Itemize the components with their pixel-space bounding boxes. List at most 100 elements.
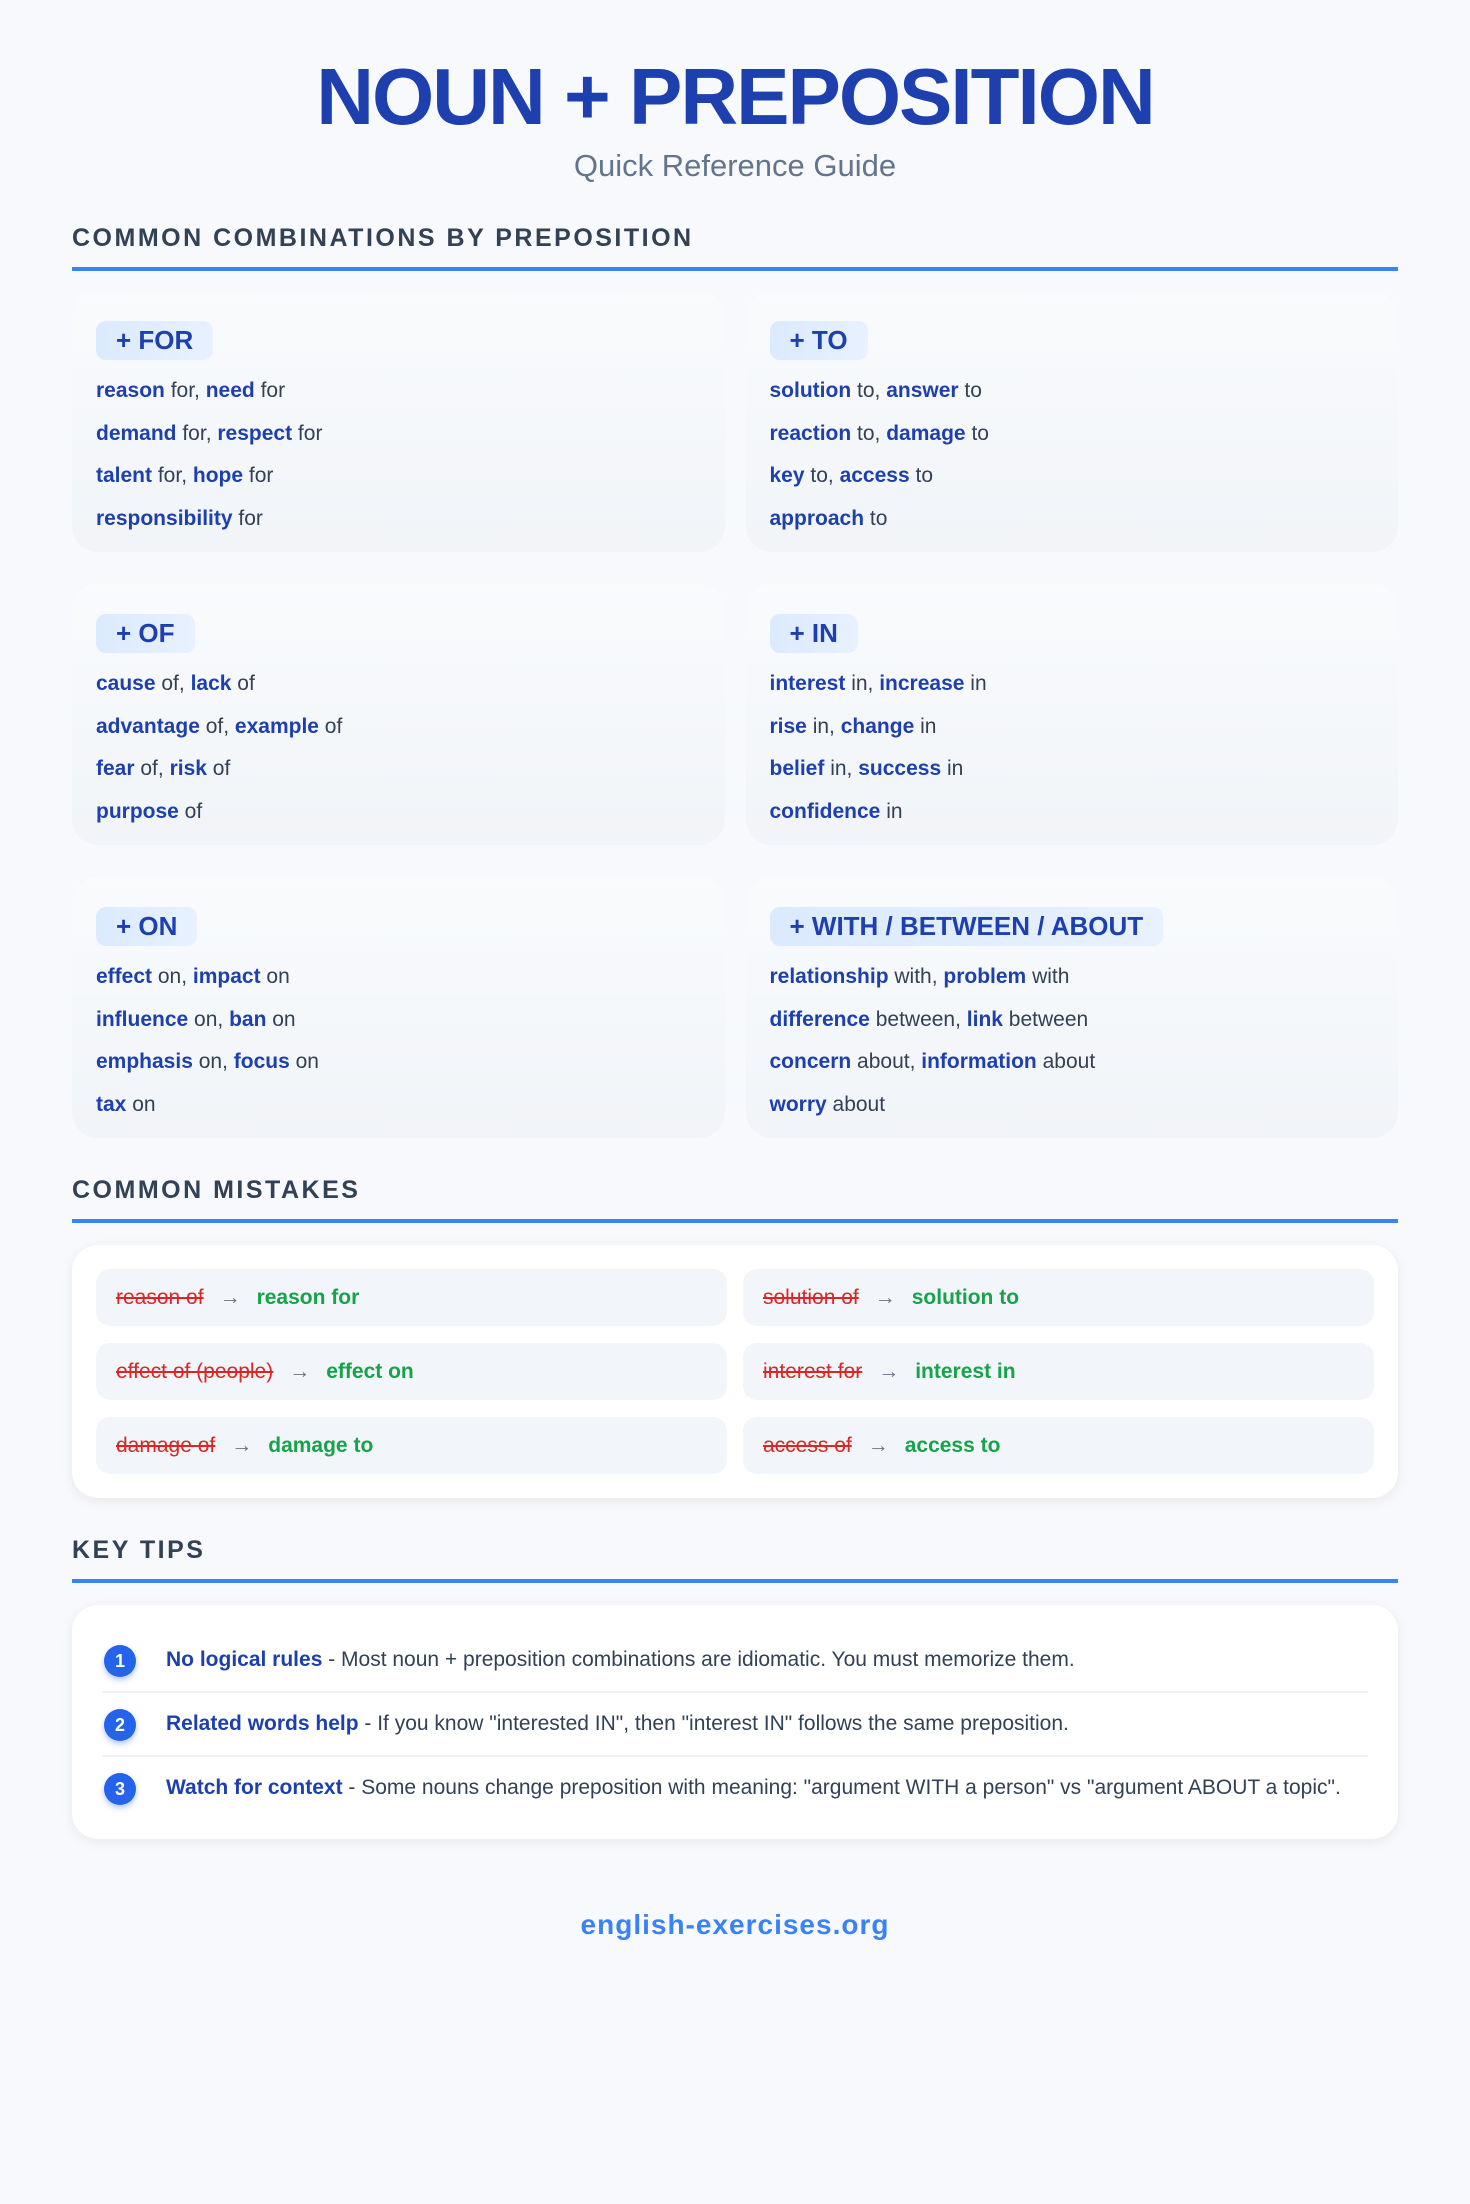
noun: link xyxy=(966,1007,1003,1031)
preposition-text: for, xyxy=(176,421,218,445)
preposition-text: on, xyxy=(192,1050,234,1073)
combination-line: rise in, change in xyxy=(770,706,1375,749)
wrong-usage: interest for xyxy=(763,1359,863,1383)
combination-line: key to, access to xyxy=(770,455,1375,498)
correct-usage: effect on xyxy=(326,1359,414,1383)
noun: lack xyxy=(190,672,232,695)
combination-line: cause of, lack of xyxy=(96,663,701,706)
tip-body: - Some nouns change preposition with mea… xyxy=(342,1776,1341,1799)
preposition-card: + WITH / BETWEEN / ABOUT relationship wit… xyxy=(745,877,1398,1138)
preposition-text: in, xyxy=(845,672,880,695)
tip-item: 2 Related words help - If you know "inter… xyxy=(102,1693,1368,1757)
combination-line: fear of, risk of xyxy=(96,748,701,791)
combination-line: tax on xyxy=(96,1084,701,1127)
combination-line: concern about, information about xyxy=(770,1041,1375,1084)
tip-text: Watch for context - Some nouns change pr… xyxy=(166,1771,1341,1804)
noun: approach xyxy=(769,506,865,530)
combination-line: talent for, hope for xyxy=(96,455,701,498)
preposition-badge: + ON xyxy=(96,907,198,946)
preposition-text: for, xyxy=(164,379,206,402)
preposition-badge: + WITH / BETWEEN / ABOUT xyxy=(769,907,1164,946)
combination-line: reaction to, damage to xyxy=(770,413,1375,456)
preposition-text: of, xyxy=(134,757,170,780)
wrong-usage: reason of xyxy=(116,1285,204,1309)
noun: reason xyxy=(96,379,165,402)
preposition-text: on xyxy=(126,1092,156,1116)
preposition-text: to, xyxy=(851,379,887,402)
preposition-card: + FOR reason for, need for demand for, res… xyxy=(72,291,725,552)
tip-text: No logical rules - Most noun + prepositi… xyxy=(166,1643,1075,1676)
arrow-icon: → xyxy=(289,1359,311,1383)
tip-title: No logical rules xyxy=(166,1648,323,1671)
noun: influence xyxy=(96,1007,189,1031)
arrow-icon: → xyxy=(231,1433,253,1457)
preposition-text: to, xyxy=(804,464,840,487)
combination-line: solution to, answer to xyxy=(770,370,1375,413)
preposition-text: in, xyxy=(824,757,859,780)
combination-line: relationship with, problem with xyxy=(770,956,1375,999)
tip-text: Related words help - If you know "intere… xyxy=(166,1707,1069,1740)
combination-line: responsibility for xyxy=(96,498,701,541)
tip-number-badge: 2 xyxy=(104,1709,136,1741)
noun: responsibility xyxy=(96,506,233,530)
wrong-usage: effect of (people) xyxy=(116,1359,274,1383)
preposition-text: on xyxy=(260,965,290,988)
preposition-text: to xyxy=(909,464,934,487)
combination-line: effect on, impact on xyxy=(96,956,701,999)
noun: focus xyxy=(233,1050,290,1073)
preposition-text: to xyxy=(958,379,982,402)
noun: difference xyxy=(769,1007,870,1031)
noun: concern xyxy=(769,1050,852,1073)
preposition-text: about xyxy=(826,1092,886,1116)
correct-usage: interest in xyxy=(915,1359,1016,1383)
mistake-item: solution of → solution to xyxy=(743,1269,1374,1326)
preposition-card: + IN interest in, increase in rise in, cha… xyxy=(745,584,1398,845)
preposition-text: to xyxy=(864,506,888,530)
preposition-text: for xyxy=(243,464,274,487)
arrow-icon: → xyxy=(219,1285,241,1309)
preposition-text: of, xyxy=(199,714,235,738)
tip-title: Related words help xyxy=(166,1712,359,1735)
combination-line: purpose of xyxy=(96,791,701,834)
footer-site-link[interactable]: english-exercises.org xyxy=(580,1909,890,1940)
noun: advantage xyxy=(96,714,200,738)
noun: change xyxy=(840,714,915,738)
preposition-badge: + TO xyxy=(769,321,868,360)
preposition-text: in xyxy=(941,757,964,780)
noun: reaction xyxy=(769,421,852,445)
noun: success xyxy=(858,757,942,780)
noun: emphasis xyxy=(96,1050,193,1073)
noun: impact xyxy=(192,965,261,988)
section-heading-mistakes: COMMON MISTAKES xyxy=(72,1176,1398,1223)
preposition-text: for xyxy=(254,379,286,402)
noun: example xyxy=(234,714,319,738)
arrow-icon: → xyxy=(867,1433,889,1457)
preposition-text: in xyxy=(880,799,903,823)
noun: ban xyxy=(229,1007,267,1031)
combination-line: belief in, success in xyxy=(770,748,1375,791)
noun: risk xyxy=(169,757,207,780)
correct-usage: solution to xyxy=(911,1285,1020,1309)
preposition-text: in xyxy=(914,714,937,738)
page-title: NOUN + PREPOSITION xyxy=(316,52,1155,141)
combination-line: difference between, link between xyxy=(770,999,1375,1042)
preposition-text: on, xyxy=(188,1007,230,1031)
preposition-text: of xyxy=(231,672,255,695)
section-heading-tips: KEY TIPS xyxy=(72,1536,1398,1583)
tip-number-badge: 3 xyxy=(104,1773,136,1805)
preposition-text: in xyxy=(964,672,987,695)
mistake-item: interest for → interest in xyxy=(743,1343,1374,1400)
section-heading-combinations: COMMON COMBINATIONS BY PREPOSITION xyxy=(72,224,1398,271)
mistake-item: access of → access to xyxy=(743,1417,1374,1474)
combination-line: demand for, respect for xyxy=(96,413,701,456)
noun: hope xyxy=(192,464,244,487)
correct-usage: damage to xyxy=(268,1433,374,1457)
noun: problem xyxy=(943,965,1027,988)
preposition-card: + OF cause of, lack of advantage of, examp… xyxy=(72,584,725,845)
preposition-text: of xyxy=(178,799,203,823)
noun: talent xyxy=(96,464,153,487)
tip-number-badge: 1 xyxy=(104,1645,136,1677)
preposition-text: to, xyxy=(851,421,887,445)
mistakes-panel: reason of → reason for solution of → solution… xyxy=(72,1245,1398,1498)
preposition-badge: + FOR xyxy=(96,321,214,360)
